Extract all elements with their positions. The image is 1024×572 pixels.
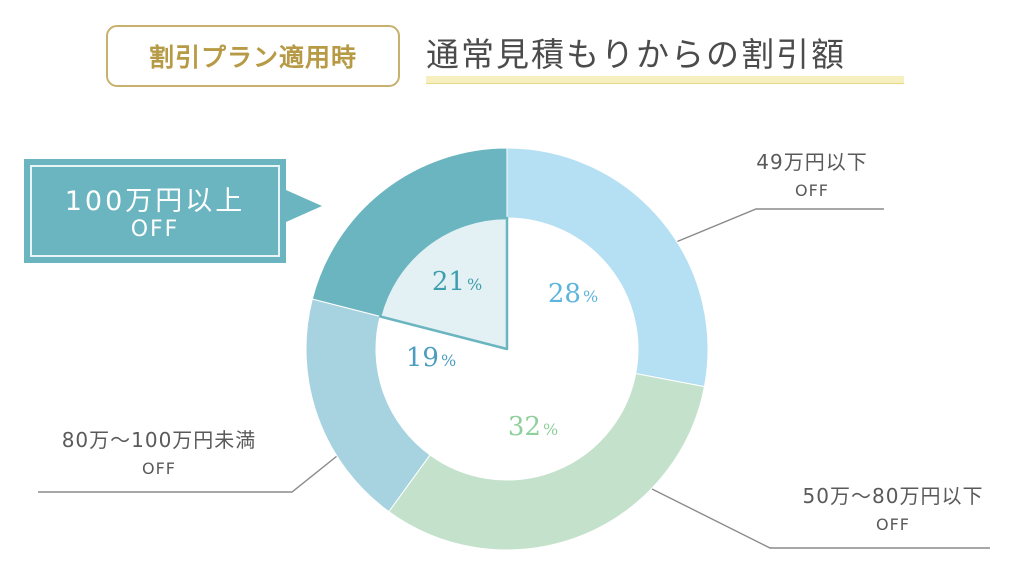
- label-80-100-main: 80万～100万円未満: [61, 428, 257, 452]
- callout-sublabel: OFF: [130, 217, 180, 242]
- plan-badge-label: 割引プラン適用時: [148, 43, 357, 72]
- slice-100-over-highlight: [378, 216, 509, 351]
- label-80-100: 80万～100万円未満 OFF: [36, 424, 282, 478]
- label-50-80: 50万～80万円以下 OFF: [780, 480, 1006, 534]
- data-label-under-49: 28%: [548, 279, 598, 309]
- label-under-49: 49万円以下 OFF: [752, 146, 872, 200]
- page-title: 通常見積もりからの割引額: [426, 35, 846, 74]
- label-under-49-sub: OFF: [795, 181, 829, 200]
- leader-line-under-49: [663, 208, 884, 248]
- data-label-50-80: 32%: [508, 412, 558, 442]
- leader-line-50-80: [629, 477, 990, 549]
- slice-under-49: [506, 147, 709, 388]
- slice-80-100: [305, 298, 431, 513]
- slice-50-80: [388, 372, 706, 551]
- data-label-100-over: 21%: [432, 267, 482, 297]
- leader-line-80-100: [38, 443, 353, 493]
- callout-border: [30, 165, 280, 257]
- label-80-100-sub: OFF: [142, 459, 176, 478]
- label-under-49-main: 49万円以下: [756, 150, 868, 174]
- label-50-80-sub: OFF: [876, 515, 910, 534]
- callout-label: 100万円以上: [64, 186, 246, 217]
- callout-arrow: [286, 190, 322, 222]
- title-underline: [426, 76, 904, 84]
- label-50-80-main: 50万～80万円以下: [802, 484, 984, 508]
- callout-100-over: 100万円以上 OFF: [24, 159, 286, 263]
- plan-badge: 割引プラン適用時: [106, 25, 400, 87]
- data-label-80-100: 19%: [406, 343, 456, 373]
